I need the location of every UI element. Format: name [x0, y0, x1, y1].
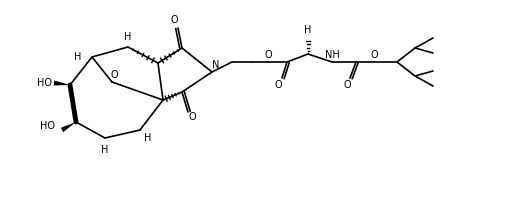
Text: O: O — [170, 15, 178, 25]
Text: O: O — [370, 50, 378, 60]
Text: NH: NH — [325, 50, 340, 60]
Text: O: O — [110, 70, 118, 80]
Text: HO: HO — [40, 121, 55, 131]
Text: H: H — [124, 32, 132, 42]
Polygon shape — [61, 122, 76, 132]
Text: O: O — [264, 50, 272, 60]
Polygon shape — [53, 81, 70, 85]
Text: O: O — [343, 80, 351, 90]
Text: H: H — [144, 133, 152, 143]
Text: H: H — [74, 52, 81, 62]
Text: H: H — [102, 145, 108, 155]
Text: O: O — [274, 80, 282, 90]
Text: N: N — [212, 60, 220, 70]
Text: HO: HO — [37, 78, 52, 88]
Text: O: O — [188, 112, 196, 122]
Text: H: H — [304, 25, 312, 35]
